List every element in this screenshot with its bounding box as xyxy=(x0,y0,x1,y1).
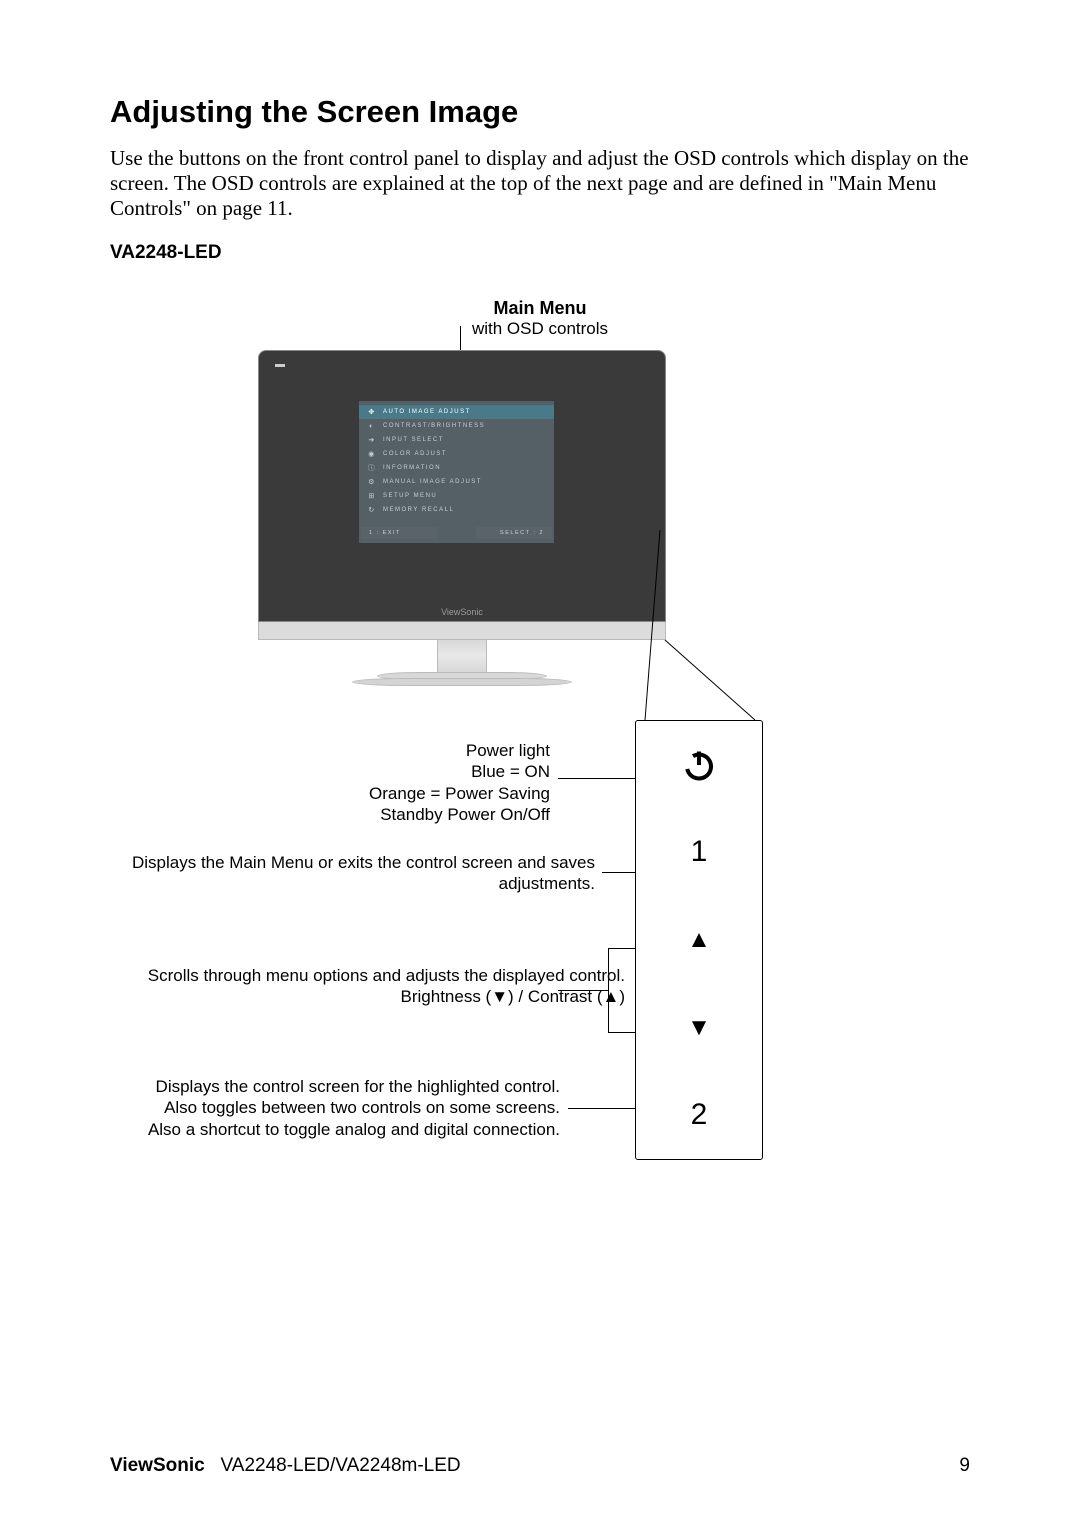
osd-menu-item: ◉ COLOR ADJUST xyxy=(359,447,554,461)
osd-menu-item: ⓘ INFORMATION xyxy=(359,461,554,475)
power-label-line: Standby Power On/Off xyxy=(120,804,550,825)
osd-menu-item: ⊞ SETUP MENU xyxy=(359,489,554,503)
power-label-line: Blue = ON xyxy=(120,761,550,782)
page-footer: ViewSonic VA2248-LED/VA2248m-LED 9 xyxy=(110,1455,970,1477)
connector-line xyxy=(608,948,609,1032)
page-heading: Adjusting the Screen Image xyxy=(110,94,970,130)
osd-item-label: CONTRAST/BRIGHTNESS xyxy=(383,423,485,429)
arrows-label: Scrolls through menu options and adjusts… xyxy=(120,965,625,1008)
button-panel: 1 ▲ ▼ 2 xyxy=(635,720,763,1160)
arrows-label-line: Brightness (▼) / Contrast (▲) xyxy=(120,986,625,1007)
button2-label-line: Also a shortcut to toggle analog and dig… xyxy=(120,1119,560,1140)
osd-item-label: MEMORY RECALL xyxy=(383,507,454,513)
osd-select-label: SELECT : 2 xyxy=(476,527,552,539)
osd-item-icon: ⓘ xyxy=(367,463,377,473)
power-label: Power light Blue = ON Orange = Power Sav… xyxy=(120,740,550,825)
connector-line xyxy=(608,1032,635,1033)
connector-line xyxy=(602,872,635,873)
arrow-down-icon: ▼ xyxy=(687,1014,711,1042)
osd-item-label: INPUT SELECT xyxy=(383,437,444,443)
osd-item-icon: ◉ xyxy=(367,450,377,458)
osd-item-label: COLOR ADJUST xyxy=(383,451,447,457)
monitor-bezel xyxy=(258,622,666,640)
power-button[interactable] xyxy=(636,721,762,809)
osd-menu-item: ✥ AUTO IMAGE ADJUST xyxy=(359,405,554,419)
model-label: VA2248-LED xyxy=(110,242,970,264)
connector-line xyxy=(558,990,608,991)
button-2[interactable]: 2 xyxy=(636,1071,762,1159)
monitor-stand xyxy=(437,640,487,672)
osd-exit-label: 1 : EXIT xyxy=(361,527,437,539)
osd-item-icon: ➜ xyxy=(367,436,377,444)
monitor-base-bottom xyxy=(352,678,572,686)
footer-brand: ViewSonic xyxy=(110,1455,205,1476)
osd-item-icon: ✥ xyxy=(367,408,377,416)
osd-footer: 1 : EXIT SELECT : 2 xyxy=(359,527,554,539)
osd-item-label: INFORMATION xyxy=(383,465,441,471)
menu-title: Main Menu xyxy=(340,298,740,319)
button1-label-line: Displays the Main Menu or exits the cont… xyxy=(120,852,595,873)
connector-line xyxy=(608,948,635,949)
button2-label-line: Displays the control screen for the high… xyxy=(120,1076,560,1097)
osd-menu: ✥ AUTO IMAGE ADJUST ◐ CONTRAST/BRIGHTNESS ➜ I… xyxy=(359,401,554,543)
button-down[interactable]: ▼ xyxy=(636,984,762,1072)
osd-menu-item: ↻ MEMORY RECALL xyxy=(359,503,554,517)
connector-line xyxy=(568,1108,635,1109)
osd-item-label: AUTO IMAGE ADJUST xyxy=(383,409,471,415)
menu-subtitle: with OSD controls xyxy=(340,319,740,339)
button2-label: Displays the control screen for the high… xyxy=(120,1076,560,1140)
osd-item-icon: ↻ xyxy=(367,506,377,514)
power-icon xyxy=(681,747,717,783)
osd-item-icon: ◐ xyxy=(367,423,377,430)
footer-model: VA2248-LED/VA2248m-LED xyxy=(221,1455,461,1476)
button2-label-line: Also toggles between two controls on som… xyxy=(120,1097,560,1118)
power-label-line: Orange = Power Saving xyxy=(120,783,550,804)
osd-menu-item: ⚙ MANUAL IMAGE ADJUST xyxy=(359,475,554,489)
arrow-up-icon: ▲ xyxy=(687,926,711,954)
power-label-line: Power light xyxy=(120,740,550,761)
osd-item-icon: ⊞ xyxy=(367,492,377,500)
footer-left: ViewSonic VA2248-LED/VA2248m-LED xyxy=(110,1455,461,1477)
footer-page-number: 9 xyxy=(959,1455,970,1477)
arrows-label-line: Scrolls through menu options and adjusts… xyxy=(120,965,625,986)
osd-menu-item: ◐ CONTRAST/BRIGHTNESS xyxy=(359,419,554,433)
button1-label: Displays the Main Menu or exits the cont… xyxy=(120,852,595,895)
monitor-illustration: ▬ ✥ AUTO IMAGE ADJUST ◐ CONTRAST/BRIGHTNESS… xyxy=(258,350,666,700)
button-up[interactable]: ▲ xyxy=(636,896,762,984)
monitor-screen: ▬ ✥ AUTO IMAGE ADJUST ◐ CONTRAST/BRIGHTNESS… xyxy=(258,350,666,622)
monitor-brand: ViewSonic xyxy=(259,607,665,617)
connector-line xyxy=(558,778,635,779)
webcam-icon: ▬ xyxy=(275,359,285,370)
osd-item-label: SETUP MENU xyxy=(383,493,437,499)
button1-label-line: adjustments. xyxy=(120,873,595,894)
osd-item-icon: ⚙ xyxy=(367,478,377,486)
osd-item-label: MANUAL IMAGE ADJUST xyxy=(383,479,482,485)
button-1[interactable]: 1 xyxy=(636,809,762,897)
osd-menu-item: ➜ INPUT SELECT xyxy=(359,433,554,447)
intro-paragraph: Use the buttons on the front control pan… xyxy=(110,146,970,222)
